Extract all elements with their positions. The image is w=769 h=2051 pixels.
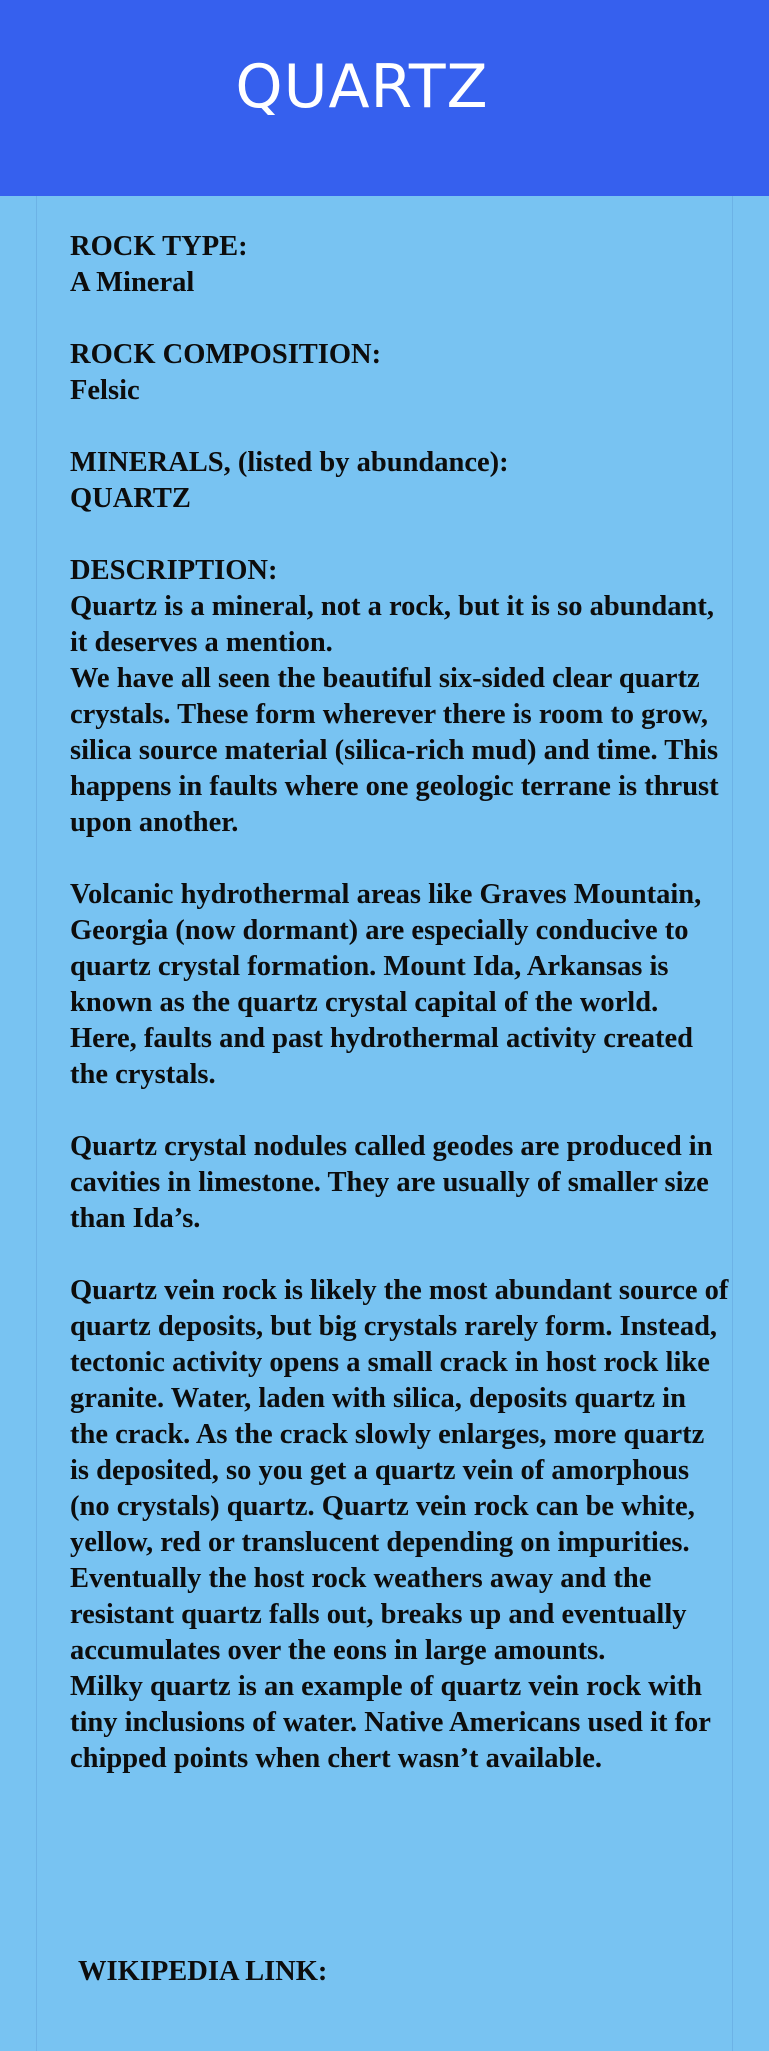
description-paragraph: Milky quartz is an example of quartz vei… <box>70 1671 711 1774</box>
rock-composition-section: ROCK COMPOSITION: Felsic <box>70 337 730 409</box>
description-label: DESCRIPTION: <box>70 555 278 586</box>
rock-info: ROCK TYPE: A Mineral ROCK COMPOSITION: F… <box>70 229 730 1777</box>
rock-type-label: ROCK TYPE: <box>70 231 248 262</box>
content-panel <box>36 196 733 2051</box>
wikipedia-link-label: WIKIPEDIA LINK: <box>78 1956 328 1987</box>
rock-type-value: A Mineral <box>70 267 195 298</box>
page-title: QUARTZ <box>235 52 489 122</box>
description-paragraph: Quartz vein rock is likely the most abun… <box>70 1275 729 1666</box>
header-bar: QUARTZ <box>0 0 769 196</box>
description-section: DESCRIPTION: Quartz is a mineral, not a … <box>70 553 730 1777</box>
minerals-label: MINERALS, (listed by abundance): <box>70 447 509 478</box>
minerals-section: MINERALS, (listed by abundance): QUARTZ <box>70 445 730 517</box>
description-paragraph: Quartz crystal nodules called geodes are… <box>70 1131 713 1234</box>
description-paragraph: Quartz is a mineral, not a rock, but it … <box>70 591 714 658</box>
description-paragraph: Volcanic hydrothermal areas like Graves … <box>70 879 702 1090</box>
rock-type-section: ROCK TYPE: A Mineral <box>70 229 730 301</box>
rock-composition-label: ROCK COMPOSITION: <box>70 339 382 370</box>
rock-composition-value: Felsic <box>70 375 140 406</box>
minerals-value: QUARTZ <box>70 483 191 514</box>
description-paragraph: We have all seen the beautiful six-sided… <box>70 663 719 838</box>
